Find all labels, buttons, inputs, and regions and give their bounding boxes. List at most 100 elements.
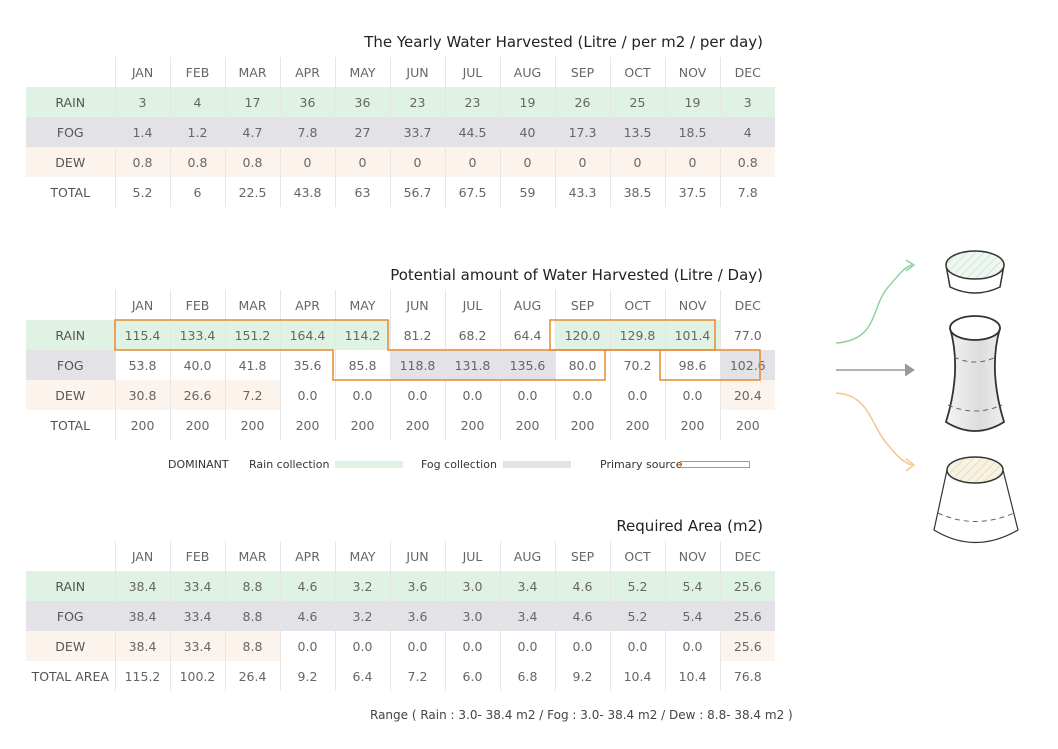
table-row: DEW 30.8 26.6 7.2 0.0 0.0 0.0 0.0 0.0 0.0 0.0 0.0 2… [26, 380, 775, 410]
cell: 10.4 [664, 661, 720, 691]
area-table: JAN FEB MAR APR MAY JUN JUL AUG SEP OCT NOV DEC RAI… [26, 541, 775, 691]
cell: 36 [279, 87, 335, 117]
month-header: NOV [664, 57, 720, 87]
table-row: TOTAL 5.2 6 22.5 43.8 63 56.7 67.5 59 43.3 38.5 37… [26, 177, 775, 207]
cell: 164.4 [279, 320, 335, 350]
month-header: SEP [554, 290, 610, 320]
cell: 26.4 [224, 661, 280, 691]
cell: 3.2 [334, 571, 390, 601]
cell: 1.2 [169, 117, 225, 147]
cell: 19 [499, 87, 555, 117]
cell: 43.3 [554, 177, 610, 207]
cell: 4.7 [224, 117, 280, 147]
month-header: DEC [719, 290, 775, 320]
rain-arrow-icon [835, 264, 913, 344]
cell: 85.8 [334, 350, 390, 380]
rain-collector-icon [945, 250, 1005, 294]
month-header: JUN [389, 541, 445, 571]
cell: 70.2 [609, 350, 665, 380]
cell: 7.8 [719, 177, 775, 207]
cell: 19 [664, 87, 720, 117]
cell: 33.4 [169, 571, 225, 601]
cell: 27 [334, 117, 390, 147]
cell: 200 [389, 410, 445, 440]
month-header: APR [279, 541, 335, 571]
cell: 9.2 [279, 661, 335, 691]
cell: 77.0 [719, 320, 775, 350]
cell: 4 [719, 117, 775, 147]
cell: 200 [499, 410, 555, 440]
cell: 38.4 [114, 571, 170, 601]
month-header: FEB [169, 57, 225, 87]
row-label: DEW [26, 631, 115, 661]
month-header: MAY [334, 290, 390, 320]
cell: 68.2 [444, 320, 500, 350]
cell: 13.5 [609, 117, 665, 147]
cell: 0 [334, 147, 390, 177]
cell: 23 [389, 87, 445, 117]
cell: 102.6 [719, 350, 775, 380]
table-row: TOTAL 200 200 200 200 200 200 200 200 200 200 200 2… [26, 410, 775, 440]
row-label: DEW [26, 147, 115, 177]
row-label: RAIN [26, 87, 115, 117]
month-header: OCT [609, 541, 665, 571]
row-label: TOTAL AREA [26, 661, 115, 691]
row-label: DEW [26, 380, 115, 410]
cell: 44.5 [444, 117, 500, 147]
month-header: OCT [609, 57, 665, 87]
cell: 63 [334, 177, 390, 207]
table-row: DEW 0.8 0.8 0.8 0 0 0 0 0 0 0 0 0.8 [26, 147, 775, 177]
month-header: NOV [664, 541, 720, 571]
row-label: FOG [26, 601, 115, 631]
cell: 6 [169, 177, 225, 207]
cell: 0.0 [664, 631, 720, 661]
month-header: JAN [114, 541, 170, 571]
cell: 17 [224, 87, 280, 117]
fog-collector-icon [944, 315, 1006, 432]
cell: 7.8 [279, 117, 335, 147]
cell: 0.0 [279, 380, 335, 410]
cell: 0 [389, 147, 445, 177]
cell: 98.6 [664, 350, 720, 380]
cell: 118.8 [389, 350, 445, 380]
cell: 5.2 [609, 571, 665, 601]
cell: 33.7 [389, 117, 445, 147]
table-row: DEW 38.4 33.4 8.8 0.0 0.0 0.0 0.0 0.0 0.0 0.0 0.0 2… [26, 631, 775, 661]
cell: 200 [169, 410, 225, 440]
cell: 0.0 [554, 631, 610, 661]
month-header: JAN [114, 57, 170, 87]
cell: 115.2 [114, 661, 170, 691]
cell: 200 [609, 410, 665, 440]
cell: 26 [554, 87, 610, 117]
cell: 0 [499, 147, 555, 177]
cell: 0.0 [499, 631, 555, 661]
cell: 0.0 [389, 380, 445, 410]
cell: 8.8 [224, 601, 280, 631]
legend-fog-label: Fog collection [421, 458, 497, 471]
potential-title: Potential amount of Water Harvested (Lit… [390, 266, 763, 284]
legend-rain-label: Rain collection [249, 458, 330, 471]
month-header: JUN [389, 290, 445, 320]
cell: 6.8 [499, 661, 555, 691]
legend-primary-swatch [680, 461, 750, 468]
header-row: JAN FEB MAR APR MAY JUN JUL AUG SEP OCT NOV DEC [26, 57, 775, 87]
row-label: TOTAL [26, 410, 115, 440]
cell: 35.6 [279, 350, 335, 380]
cell: 135.6 [499, 350, 555, 380]
month-header: SEP [554, 541, 610, 571]
table-row: FOG 1.4 1.2 4.7 7.8 27 33.7 44.5 40 17.3 13.5 18.5… [26, 117, 775, 147]
area-title: Required Area (m2) [616, 517, 763, 535]
legend-primary-label: Primary source [600, 458, 683, 471]
cell: 4.6 [279, 601, 335, 631]
cell: 1.4 [114, 117, 170, 147]
cell: 5.4 [664, 601, 720, 631]
collector-illustrations [835, 250, 1019, 544]
cell: 17.3 [554, 117, 610, 147]
table-row: RAIN 3 4 17 36 36 23 23 19 26 25 19 3 [26, 87, 775, 117]
cell: 0.0 [499, 380, 555, 410]
cell: 151.2 [224, 320, 280, 350]
table-row: FOG 38.4 33.4 8.8 4.6 3.2 3.6 3.0 3.4 4.6 5.2 5.4 2… [26, 601, 775, 631]
cell: 5.2 [609, 601, 665, 631]
row-label: TOTAL [26, 177, 115, 207]
cell: 120.0 [554, 320, 610, 350]
